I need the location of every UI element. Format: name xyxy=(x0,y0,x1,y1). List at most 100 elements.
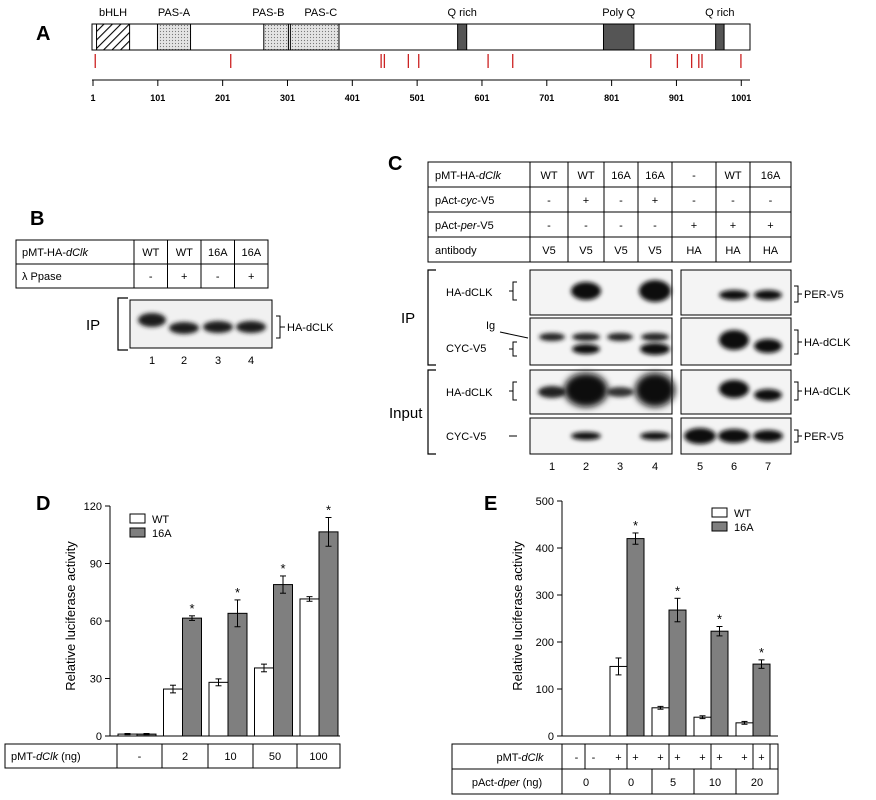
table-cell: 50 xyxy=(269,751,281,763)
table-cell: + xyxy=(767,220,773,232)
ip-label: IP xyxy=(401,310,415,327)
bracket xyxy=(794,285,802,303)
table-cell: - xyxy=(575,752,579,764)
bracket xyxy=(794,381,802,401)
row-label-prefix: antibody xyxy=(435,245,477,257)
band xyxy=(641,333,669,341)
table-cell: 5 xyxy=(670,777,676,789)
protein-bar xyxy=(91,23,751,51)
band xyxy=(607,333,633,341)
row-label-prefix: λ Ppase xyxy=(22,271,62,283)
bar-16a xyxy=(227,612,248,737)
table-cell: 100 xyxy=(309,751,327,763)
chart-d: 0 30 60 90 120 * * * * WT 16A xyxy=(84,501,340,743)
y-axis-label: Relative luciferase activity xyxy=(63,541,78,691)
row-label: pMT-HA-dClk xyxy=(22,247,89,259)
scale-tick-label: 701 xyxy=(539,93,554,103)
domain-q-rich xyxy=(715,23,725,51)
domain-label: Poly Q xyxy=(602,7,635,19)
table-cell: - xyxy=(592,752,596,764)
row-label-suffix: (ng) xyxy=(520,777,543,789)
y-tick-label: 200 xyxy=(536,637,554,649)
y-tick-label: 300 xyxy=(536,590,554,602)
panel-c: C pMT-HA-dClk WT WT 16A 16A - WT 16ApAct-cyc-V5… xyxy=(388,153,851,473)
label-per-v5-input: PER-V5 xyxy=(804,431,844,443)
lane-number: 4 xyxy=(248,355,254,367)
table-cell: 16A xyxy=(645,170,665,182)
bar-wt xyxy=(299,598,320,737)
table-cell: - xyxy=(547,220,551,232)
y-tick-label: 90 xyxy=(90,559,102,571)
y-tick-label: 500 xyxy=(536,496,554,508)
bar-wt xyxy=(651,707,670,737)
panel-e: E Relative luciferase activity 010020030… xyxy=(451,493,779,795)
row-label-suffix: (ng) xyxy=(58,751,81,763)
row-label-suffix: -V5 xyxy=(477,220,494,232)
row-label-italic: dper xyxy=(498,777,521,789)
band xyxy=(572,344,600,354)
table-cell: - xyxy=(731,195,735,207)
domain-label: bHLH xyxy=(99,7,127,19)
ip-label: IP xyxy=(86,317,100,334)
table-cell: 10 xyxy=(224,751,236,763)
row-label: λ Ppase xyxy=(22,271,62,283)
panel-a-label: A xyxy=(36,23,50,45)
scale-tick-label: 101 xyxy=(150,93,165,103)
lane-number: 1 xyxy=(549,461,555,473)
panel-c-label: C xyxy=(388,153,402,175)
table-cell: + xyxy=(657,752,663,764)
row-label: pMT-dClk xyxy=(496,752,544,764)
table-cell: HA xyxy=(763,245,779,257)
legend-entry: 16A xyxy=(152,528,172,540)
lane-number: 7 xyxy=(765,461,771,473)
panel-c-lanes: 1 2 3 4 5 6 7 xyxy=(549,461,771,473)
row-label-italic: dClk xyxy=(522,752,545,764)
table-cell: - xyxy=(619,220,623,232)
table-cell: - xyxy=(138,751,142,763)
label-cyc-v5-input: CYC-V5 xyxy=(446,431,486,443)
band-bracket xyxy=(276,315,285,339)
label-ha-dclk: HA-dCLK xyxy=(446,287,493,299)
label-ha-dclk-input-right: HA-dCLK xyxy=(804,386,851,398)
table-cell: 16A xyxy=(208,247,228,259)
bracket xyxy=(509,341,517,357)
band xyxy=(571,432,601,440)
bar-wt xyxy=(609,665,628,737)
table-cell: - xyxy=(769,195,773,207)
lane-number: 1 xyxy=(149,355,155,367)
table-cell: + xyxy=(699,752,705,764)
table-cell: - xyxy=(692,195,696,207)
significance-mark: * xyxy=(189,601,194,616)
bracket xyxy=(509,281,517,301)
band xyxy=(640,343,670,355)
band xyxy=(719,380,749,398)
band xyxy=(138,313,166,327)
table-cell: + xyxy=(583,195,589,207)
scale-tick-label: 1 xyxy=(90,93,95,103)
table-cell: WT xyxy=(724,170,741,182)
bar-16a xyxy=(182,617,202,737)
legend-swatch xyxy=(129,513,146,524)
table-cell: 16A xyxy=(611,170,631,182)
chart-e: 0 100 200 300 400 500 * * * * WT 16A xyxy=(536,496,778,743)
scale-tick-label: 801 xyxy=(604,93,619,103)
table-cell: + xyxy=(741,752,747,764)
table-cell: V5 xyxy=(648,245,661,257)
y-tick-label: 0 xyxy=(96,731,102,743)
ig-pointer xyxy=(499,331,529,339)
bar-wt xyxy=(208,681,229,737)
ip-bracket xyxy=(117,297,128,351)
bar-16a xyxy=(710,630,729,737)
row-label: pAct-dper (ng) xyxy=(472,777,542,789)
bar-wt xyxy=(163,688,183,737)
blot-cyc-v5-ip xyxy=(529,317,673,366)
band xyxy=(606,387,634,397)
bar-16a xyxy=(626,538,645,737)
band xyxy=(169,322,199,334)
row-label-italic: per xyxy=(460,220,478,232)
y-tick-label: 100 xyxy=(536,684,554,696)
scale-tick-label: 501 xyxy=(410,93,425,103)
lane-number: 3 xyxy=(617,461,623,473)
ip-bracket xyxy=(427,269,436,366)
